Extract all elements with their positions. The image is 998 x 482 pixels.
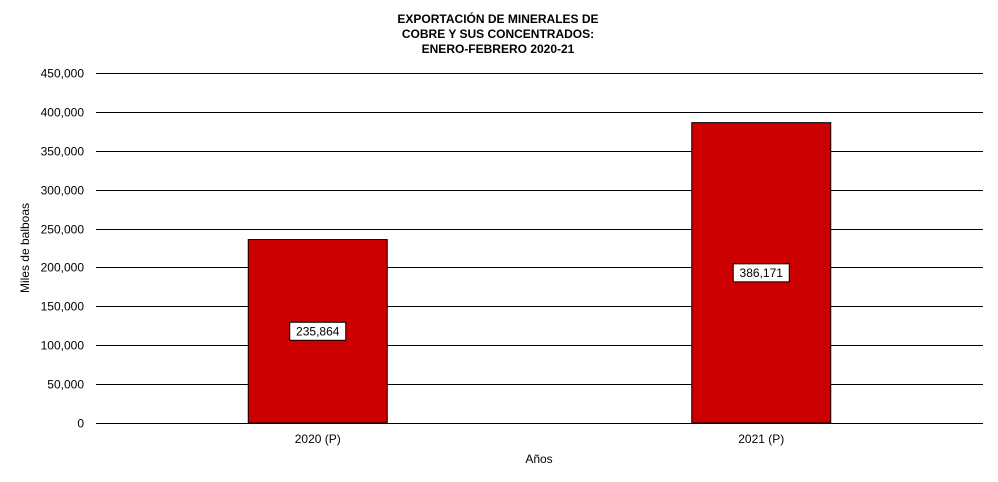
x-tick-label: 2020 (P)	[295, 432, 341, 446]
y-axis-title: Miles de balboas	[18, 203, 32, 293]
bars: 235,864 386,171	[247, 122, 832, 424]
y-tick-label: 100,000	[41, 339, 85, 353]
chart-title: EXPORTACIÓN DE MINERALES DE COBRE Y SUS …	[397, 11, 598, 56]
chart-title-line-1: EXPORTACIÓN DE MINERALES DE	[397, 11, 598, 26]
gridlines	[96, 73, 983, 424]
x-axis-ticks: 2020 (P) 2021 (P)	[295, 432, 785, 446]
x-tick-label: 2021 (P)	[738, 432, 784, 446]
axis-titles: Años Miles de balboas	[18, 203, 553, 466]
y-tick-label: 200,000	[41, 261, 85, 275]
data-label-box	[289, 321, 347, 341]
y-tick-label: 150,000	[41, 300, 85, 314]
y-tick-label: 400,000	[41, 106, 85, 120]
y-tick-label: 450,000	[41, 67, 85, 81]
y-tick-label: 250,000	[41, 223, 85, 237]
y-tick-label: 300,000	[41, 184, 85, 198]
x-axis-title: Años	[525, 452, 552, 466]
y-axis-ticks: 0 50,000 100,000 150,000 200,000 250,000 300,0…	[41, 67, 85, 431]
chart-title-line-2: COBRE Y SUS CONCENTRADOS:	[402, 27, 594, 41]
chart-title-line-3: ENERO-FEBRERO 2020-21	[422, 42, 575, 56]
data-label: 386,171	[740, 266, 784, 280]
y-tick-label: 0	[77, 417, 84, 431]
y-tick-label: 50,000	[47, 378, 84, 392]
y-tick-label: 350,000	[41, 145, 85, 159]
data-label: 235,864	[296, 324, 340, 338]
data-label-box	[732, 263, 790, 283]
